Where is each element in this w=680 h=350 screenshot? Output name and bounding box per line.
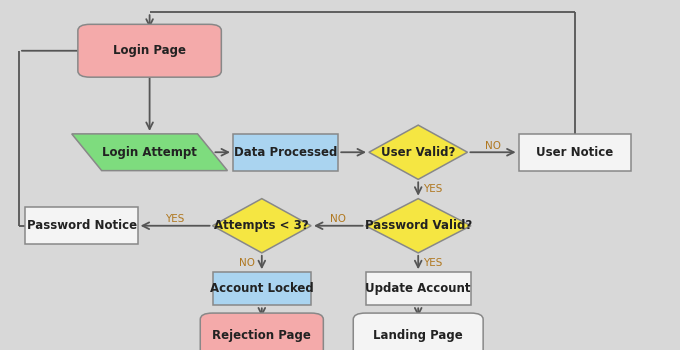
- Polygon shape: [366, 199, 471, 253]
- Text: YES: YES: [424, 258, 443, 267]
- Text: Password Valid?: Password Valid?: [364, 219, 472, 232]
- FancyBboxPatch shape: [354, 313, 483, 350]
- FancyBboxPatch shape: [25, 207, 137, 244]
- Text: Login Page: Login Page: [113, 44, 186, 57]
- Text: Data Processed: Data Processed: [234, 146, 337, 159]
- FancyBboxPatch shape: [78, 25, 222, 77]
- Polygon shape: [212, 199, 311, 253]
- Text: NO: NO: [239, 258, 255, 267]
- Text: NO: NO: [330, 215, 346, 224]
- Text: YES: YES: [424, 184, 443, 194]
- FancyBboxPatch shape: [200, 313, 324, 350]
- Text: User Valid?: User Valid?: [381, 146, 456, 159]
- Polygon shape: [369, 125, 468, 180]
- Text: Attempts < 3?: Attempts < 3?: [214, 219, 309, 232]
- Text: Password Notice: Password Notice: [27, 219, 137, 232]
- FancyBboxPatch shape: [212, 272, 311, 305]
- Text: YES: YES: [165, 215, 185, 224]
- Polygon shape: [72, 134, 227, 171]
- Text: Rejection Page: Rejection Page: [212, 329, 311, 343]
- Text: User Notice: User Notice: [536, 146, 613, 159]
- Text: NO: NO: [485, 141, 501, 151]
- Text: Update Account: Update Account: [365, 282, 471, 295]
- FancyBboxPatch shape: [366, 272, 471, 305]
- Text: Login Attempt: Login Attempt: [102, 146, 197, 159]
- Text: Account Locked: Account Locked: [210, 282, 313, 295]
- FancyBboxPatch shape: [518, 134, 631, 171]
- FancyBboxPatch shape: [233, 134, 338, 171]
- Text: Landing Page: Landing Page: [373, 329, 463, 343]
